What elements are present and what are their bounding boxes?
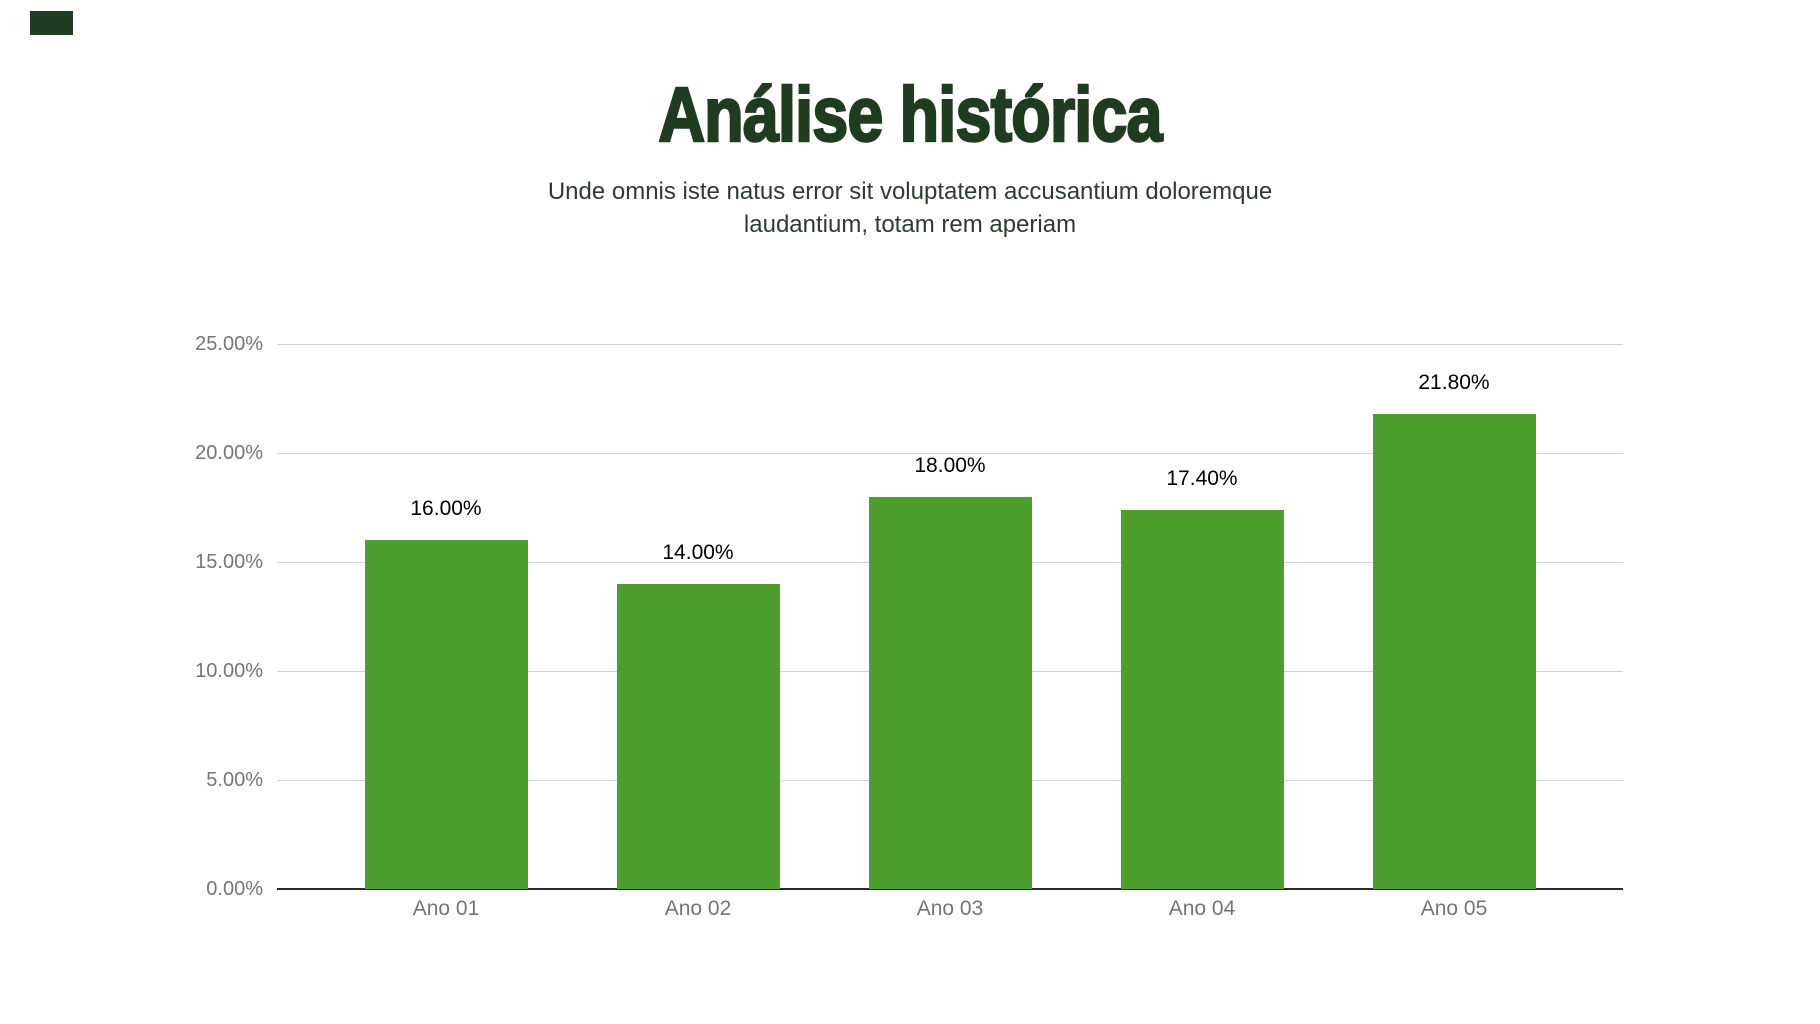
chart-title: Análise histórica xyxy=(657,71,1163,159)
value-label-ano-03: 18.00% xyxy=(914,453,986,477)
plot-area: 16.00% 14.00% 18.00% 17.40% 21.80% xyxy=(277,344,1623,890)
gridline-20.00% xyxy=(277,453,1623,454)
chart-subtitle-line1: Unde omnis iste natus error sit voluptat… xyxy=(547,177,1273,205)
y-tick-5.00%: 5.00% xyxy=(206,769,263,791)
value-label-ano-05: 21.80% xyxy=(1418,370,1490,394)
gridline-25.00% xyxy=(277,344,1623,345)
bar-ano-04 xyxy=(1120,509,1284,889)
y-tick-25.00%: 25.00% xyxy=(195,333,263,355)
value-label-ano-02: 14.00% xyxy=(662,540,734,564)
value-label-ano-01: 16.00% xyxy=(410,497,482,521)
x-tick-ano-03: Ano 03 xyxy=(916,897,984,920)
value-label-ano-04: 17.40% xyxy=(1166,466,1238,490)
slide-header: Análise histórica Unde omnis iste natus … xyxy=(0,70,1820,241)
chart-subtitle: Unde omnis iste natus error sit voluptat… xyxy=(0,175,1820,241)
y-tick-10.00%: 10.00% xyxy=(195,660,263,682)
bar-ano-02 xyxy=(616,583,780,889)
x-tick-ano-05: Ano 05 xyxy=(1420,897,1488,920)
x-axis-baseline xyxy=(277,888,1623,890)
y-tick-0.00%: 0.00% xyxy=(206,878,263,900)
x-tick-ano-02: Ano 02 xyxy=(664,897,732,920)
x-tick-ano-04: Ano 04 xyxy=(1168,897,1236,920)
corner-accent-bar xyxy=(30,11,73,35)
chart-subtitle-line2: laudantium, totam rem aperiam xyxy=(743,210,1077,238)
bar-ano-05 xyxy=(1372,413,1536,889)
bar-ano-03 xyxy=(868,496,1032,889)
y-tick-15.00%: 15.00% xyxy=(195,551,263,573)
bar-ano-01 xyxy=(364,540,528,889)
x-tick-ano-01: Ano 01 xyxy=(412,897,480,920)
y-tick-20.00%: 20.00% xyxy=(195,442,263,464)
